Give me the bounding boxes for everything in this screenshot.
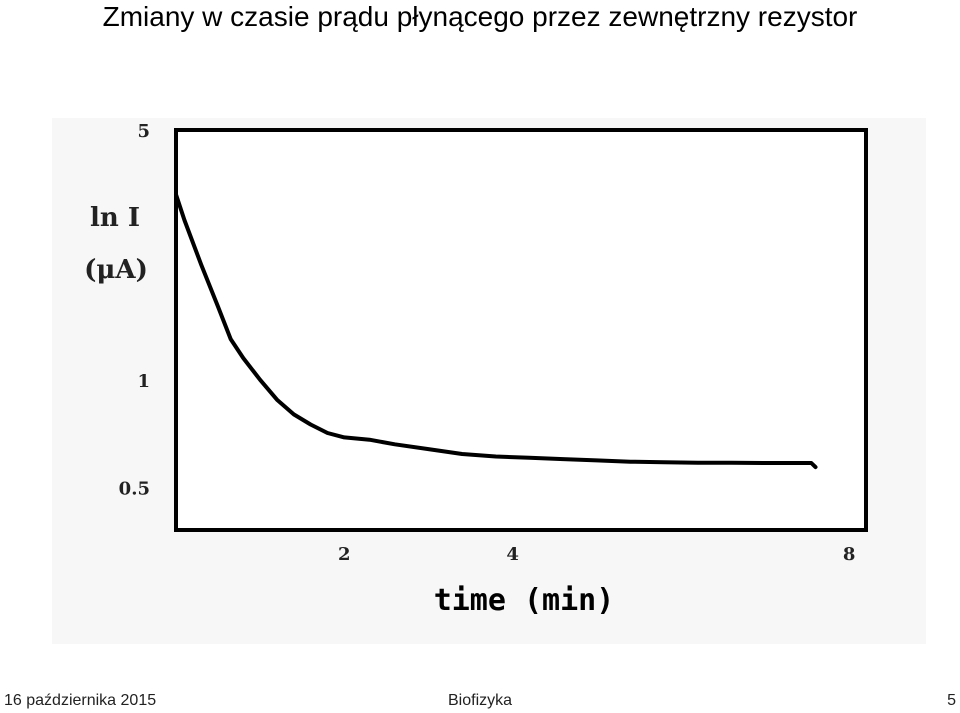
x-tick-label: 2 xyxy=(338,544,351,565)
x-tick-label: 8 xyxy=(843,544,856,565)
x-tick-labels: 2 4 8 xyxy=(338,544,855,565)
footer-course: Biofizyka xyxy=(448,692,513,709)
slide-title: Zmiany w czasie prądu płynącego przez ze… xyxy=(102,1,858,32)
y-tick-label: 5 xyxy=(137,121,150,142)
page-number: 5 xyxy=(947,692,956,709)
y-tick-label: 1 xyxy=(137,371,150,392)
y-tick-label: 0.5 xyxy=(119,478,150,499)
x-tick-label: 4 xyxy=(506,544,519,565)
plot-frame xyxy=(174,128,868,532)
x-axis-label: time (min) xyxy=(434,583,615,618)
y-axis-label-line2: (μA) xyxy=(84,255,148,285)
y-axis-label-line1: ln I xyxy=(90,203,140,233)
footer-date: 16 października 2015 xyxy=(4,692,157,709)
y-tick-labels: 510.5 xyxy=(119,121,150,499)
series-line xyxy=(174,192,818,470)
